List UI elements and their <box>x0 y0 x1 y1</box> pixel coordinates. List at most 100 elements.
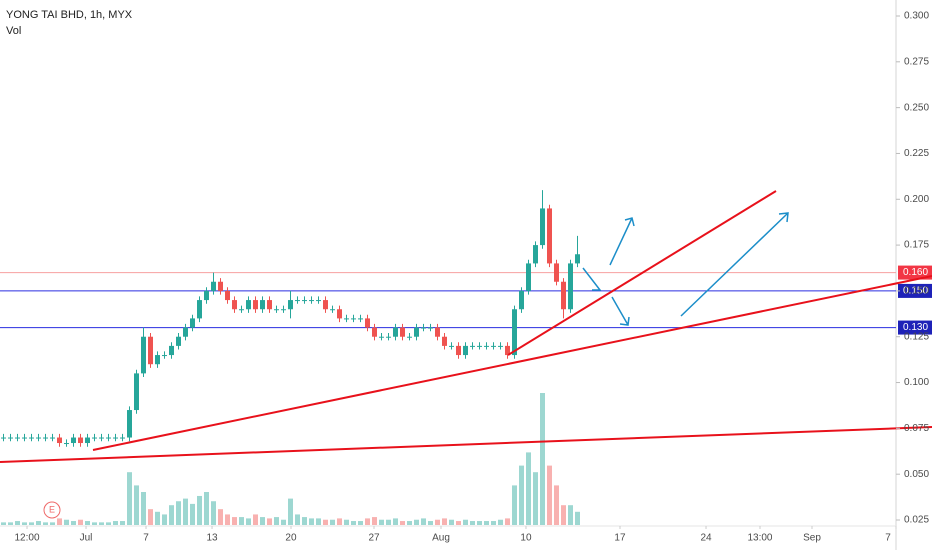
candle-body <box>330 309 335 311</box>
candle-body <box>442 336 447 346</box>
candle-body <box>8 437 13 439</box>
candle-body <box>302 300 307 302</box>
candle-body <box>477 345 482 347</box>
volume-bar <box>92 522 97 525</box>
candle-body <box>526 263 531 291</box>
candle-body <box>120 437 125 439</box>
volume-bar <box>337 518 342 525</box>
x-tick-label: 13 <box>206 533 218 544</box>
trend-line <box>0 426 932 463</box>
candle-body <box>197 300 202 319</box>
volume-bar <box>43 522 48 525</box>
volume-bar <box>288 498 293 525</box>
level-label-box <box>898 320 932 335</box>
volume-bar <box>442 518 447 525</box>
volume-bar <box>505 518 510 525</box>
y-tick-label: 0.150 <box>904 286 929 297</box>
x-tick-label: 17 <box>614 533 626 544</box>
volume-bar <box>190 503 195 525</box>
volume-bar <box>344 519 349 525</box>
volume-bar <box>561 505 566 525</box>
volume-bar <box>477 521 482 525</box>
candle-body <box>36 437 41 439</box>
volume-bar <box>204 492 209 525</box>
candle-body <box>85 437 90 444</box>
volume-bar <box>239 517 244 525</box>
volume-bar <box>22 522 27 525</box>
candle-body <box>22 437 27 439</box>
volume-bar <box>491 521 496 525</box>
candle-body <box>162 355 167 357</box>
candle-body <box>295 300 300 302</box>
candle-body <box>288 300 293 310</box>
volume-bar <box>71 521 76 525</box>
candle-body <box>15 437 20 439</box>
volume-bar <box>435 519 440 525</box>
candle-body <box>64 443 69 445</box>
x-tick-label: Aug <box>432 533 450 544</box>
candle-body <box>239 309 244 311</box>
volume-bar <box>547 465 552 525</box>
volume-bar <box>232 517 237 525</box>
candle-body <box>309 300 314 302</box>
candle-body <box>372 327 377 337</box>
volume-bar <box>519 465 524 525</box>
volume-bar <box>470 521 475 525</box>
x-tick-label: 27 <box>368 533 380 544</box>
volume-bar <box>267 518 272 525</box>
candle-body <box>386 336 391 338</box>
earnings-marker[interactable] <box>43 501 61 519</box>
candle-body <box>43 437 48 439</box>
volume-bar <box>141 492 146 525</box>
volume-bar <box>281 519 286 525</box>
candle-body <box>134 373 139 411</box>
x-tick-label: 20 <box>285 533 297 544</box>
y-tick-label: 0.025 <box>904 515 929 526</box>
x-tick-label: 24 <box>700 533 712 544</box>
volume-bar <box>78 519 83 525</box>
y-tick-label: 0.200 <box>904 194 929 205</box>
volume-bar <box>57 518 62 525</box>
volume-bar <box>155 511 160 525</box>
candle-body <box>463 345 468 356</box>
volume-bar <box>162 514 167 525</box>
candle-body <box>568 263 573 310</box>
y-tick-label: 0.075 <box>904 423 929 434</box>
candle-body <box>253 300 258 310</box>
volume-bar <box>148 509 153 525</box>
candle-body <box>554 263 559 282</box>
y-tick-label: 0.250 <box>904 102 929 113</box>
candle-body <box>323 300 328 310</box>
candle-body <box>421 327 426 329</box>
volume-bar <box>498 519 503 525</box>
candle-body <box>50 437 55 439</box>
volume-bar <box>309 518 314 525</box>
volume-bar <box>407 521 412 525</box>
volume-bar <box>323 519 328 525</box>
volume-bar <box>554 485 559 525</box>
candle-body <box>204 290 209 301</box>
candle-body <box>547 208 552 264</box>
candle-body <box>274 309 279 311</box>
volume-bar <box>64 519 69 525</box>
candle-body <box>505 345 510 356</box>
candle-body <box>407 336 412 338</box>
volume-bar <box>85 521 90 525</box>
candle-body <box>225 290 230 301</box>
volume-bar <box>533 472 538 525</box>
earnings-label: E <box>49 504 55 514</box>
candle-body <box>512 309 517 356</box>
volume-bar <box>36 521 41 525</box>
level-label: 0.150 <box>903 286 928 297</box>
y-tick-label: 0.225 <box>904 148 929 159</box>
x-tick-label: 13:00 <box>747 533 772 544</box>
candle-body <box>484 345 489 347</box>
candle-body <box>267 300 272 310</box>
level-label-box <box>898 265 932 280</box>
candle-body <box>183 327 188 337</box>
y-tick-label: 0.275 <box>904 56 929 67</box>
candle-body <box>400 327 405 337</box>
volume-bar <box>127 472 132 525</box>
volume-bar <box>540 393 545 525</box>
